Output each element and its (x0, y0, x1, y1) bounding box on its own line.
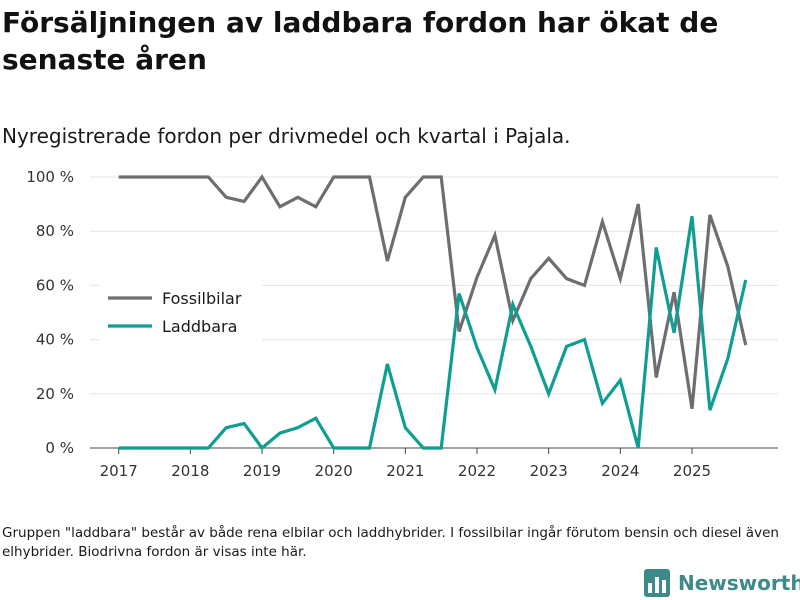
x-tick-label: 2017 (100, 462, 138, 480)
y-axis: 0 % 20 % 40 % 60 % 80 % 100 % (26, 168, 74, 457)
legend-label: Fossilbilar (162, 289, 242, 308)
chart-title: Försäljningen av laddbara fordon har öka… (2, 6, 719, 76)
y-tick-label: 100 % (26, 168, 74, 186)
x-tick-label: 2023 (530, 462, 568, 480)
x-tick-label: 2021 (386, 462, 424, 480)
legend-background (100, 283, 262, 345)
brand-name: Newsworthy (678, 571, 800, 595)
series-line-laddbara (118, 216, 748, 451)
x-tick-label: 2018 (171, 462, 209, 480)
legend-label: Laddbara (162, 317, 237, 336)
legend: Fossilbilar Laddbara (100, 283, 262, 345)
x-tick-label: 2020 (315, 462, 353, 480)
y-tick-label: 60 % (36, 276, 74, 294)
series-lines (118, 174, 748, 451)
x-tick-label: 2022 (458, 462, 496, 480)
series-line-fossilbilar (118, 174, 748, 409)
x-axis: 2017 2018 2019 2020 2021 2022 2023 2024 2025 (100, 448, 711, 480)
y-tick-label: 80 % (36, 222, 74, 240)
y-tick-label: 40 % (36, 331, 74, 349)
x-tick-label: 2019 (243, 462, 281, 480)
bar-chart-logo-icon (644, 569, 670, 597)
y-tick-label: 0 % (45, 439, 74, 457)
x-tick-label: 2025 (673, 462, 711, 480)
x-tick-label: 2024 (601, 462, 639, 480)
brand-logo[interactable]: Newsworthy (644, 568, 800, 598)
y-tick-label: 20 % (36, 385, 74, 403)
footnote: Gruppen "laddbara" består av både rena e… (2, 525, 779, 560)
chart-subtitle: Nyregistrerade fordon per drivmedel och … (2, 124, 571, 148)
